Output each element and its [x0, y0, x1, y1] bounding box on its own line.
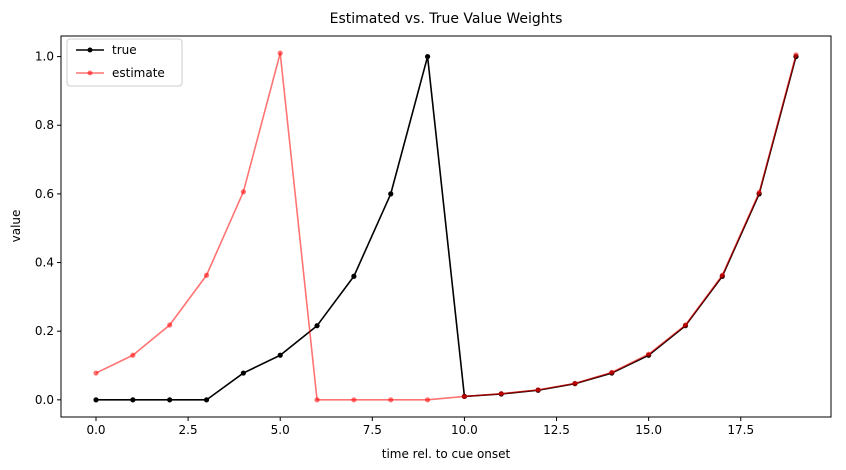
x-tick-label: 15.0	[635, 423, 662, 437]
data-point-true	[351, 273, 357, 279]
x-axis-label: time rel. to cue onset	[382, 447, 511, 461]
data-point-estimate	[167, 322, 173, 328]
data-point-estimate	[93, 370, 99, 376]
data-point-estimate	[756, 189, 762, 196]
data-point-true	[167, 397, 173, 403]
x-tick-label: 0.0	[86, 423, 105, 437]
data-point-estimate	[314, 397, 320, 403]
data-point-estimate	[424, 397, 431, 403]
data-point-estimate	[535, 387, 541, 393]
data-point-estimate	[682, 322, 689, 328]
y-tick-label: 0.0	[35, 393, 54, 407]
chart-title: Estimated vs. True Value Weights	[330, 11, 563, 27]
series-line-estimate	[95, 52, 797, 401]
data-point-estimate	[388, 397, 394, 403]
data-point-estimate	[646, 351, 652, 357]
data-point-true	[203, 397, 210, 403]
y-axis-label: value	[9, 210, 23, 243]
plot-area	[93, 50, 799, 403]
data-point-estimate	[609, 369, 615, 375]
y-tick-label: 1.0	[35, 50, 54, 64]
data-point-estimate	[793, 52, 799, 58]
y-tick-label: 0.4	[35, 256, 54, 270]
legend-label-true: true	[112, 43, 137, 57]
data-point-true	[130, 397, 136, 403]
data-point-estimate	[461, 393, 468, 400]
y-tick-label: 0.6	[35, 187, 54, 201]
data-point-estimate	[130, 352, 136, 358]
data-point-true	[388, 191, 394, 197]
data-point-estimate	[351, 397, 357, 403]
axes: 0.0 2.5 5.0 7.5 10.0 12.5 15.0 17.5 0.0 0.2 0.4 0.6…	[35, 50, 754, 437]
y-tick-label: 0.8	[35, 118, 54, 132]
legend-marker-estimate	[87, 70, 93, 76]
data-point-estimate	[203, 272, 210, 278]
data-point-estimate	[498, 391, 504, 397]
legend-label-estimate: estimate	[112, 66, 165, 80]
data-point-true	[93, 397, 99, 403]
x-tick-label: 5.0	[271, 423, 290, 437]
plot-frame	[60, 35, 832, 418]
legend: true estimate	[66, 38, 183, 87]
x-tick-label: 7.5	[363, 423, 382, 437]
legend-marker-true	[87, 47, 93, 53]
x-tick-label: 17.5	[727, 423, 754, 437]
x-tick-label: 2.5	[179, 423, 198, 437]
data-point-estimate	[277, 50, 283, 56]
data-point-estimate	[719, 272, 725, 278]
data-point-true	[424, 53, 431, 60]
data-point-estimate	[572, 380, 578, 386]
data-point-true	[240, 370, 246, 376]
x-tick-label: 12.5	[543, 423, 570, 437]
data-point-estimate	[240, 189, 246, 195]
x-tick-label: 10.0	[451, 423, 478, 437]
data-point-true	[314, 323, 320, 329]
data-point-true	[277, 352, 283, 358]
y-tick-label: 0.2	[35, 324, 54, 338]
